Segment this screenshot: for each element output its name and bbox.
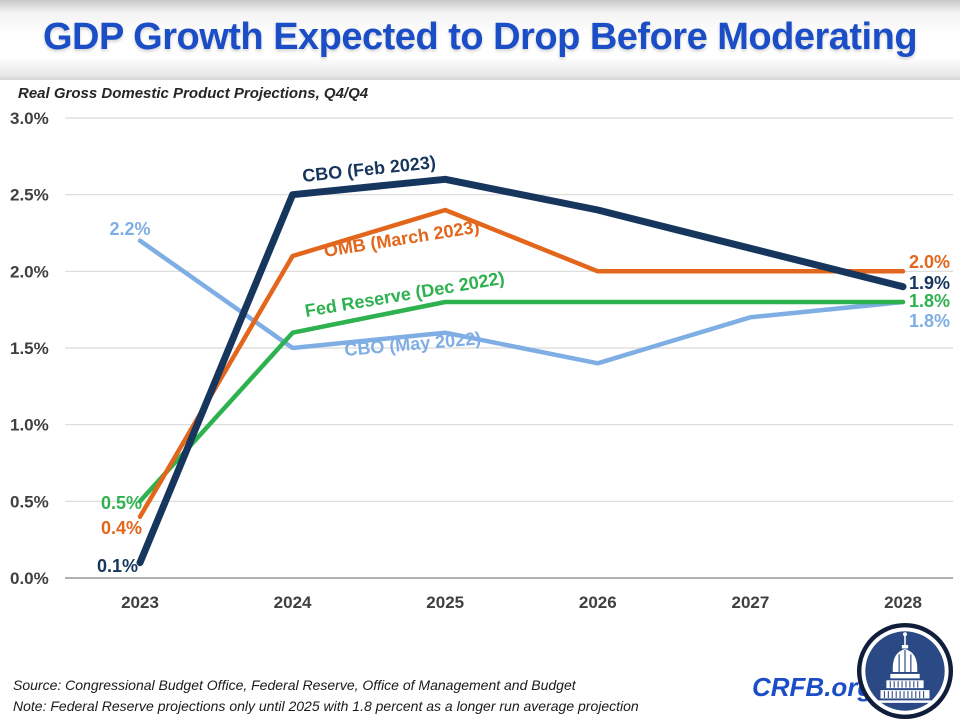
- y-axis-tick-label: 3.0%: [10, 109, 49, 128]
- page-title: GDP Growth Expected to Drop Before Moder…: [42, 16, 918, 58]
- x-axis-tick-label: 2028: [884, 593, 922, 612]
- x-axis-tick-label: 2027: [731, 593, 769, 612]
- x-axis-tick-label: 2024: [274, 593, 312, 612]
- start-value-label: 0.5%: [101, 493, 142, 513]
- y-axis-tick-label: 0.5%: [10, 492, 49, 511]
- end-value-label: 1.9%: [909, 273, 950, 293]
- series-label: Fed Reserve (Dec 2022): [303, 268, 506, 321]
- footer: Source: Congressional Budget Office, Fed…: [13, 675, 639, 717]
- y-axis-tick-label: 2.5%: [10, 186, 49, 205]
- series-line: [137, 238, 906, 366]
- start-value-label: 2.2%: [109, 219, 150, 239]
- source-text: Source: Congressional Budget Office, Fed…: [13, 677, 576, 693]
- end-value-label: 1.8%: [909, 291, 950, 311]
- end-value-label: 1.8%: [909, 311, 950, 331]
- y-axis-tick-label: 1.0%: [10, 416, 49, 435]
- header-band: GDP Growth Expected to Drop Before Moder…: [0, 0, 960, 80]
- y-axis-tick-label: 0.0%: [10, 569, 49, 588]
- x-axis-tick-label: 2025: [426, 593, 464, 612]
- series-line: [137, 207, 906, 519]
- y-axis-tick-label: 2.0%: [10, 262, 49, 281]
- series-label: CBO (May 2022): [344, 328, 482, 360]
- crfb-brand-text: CRFB.org: [752, 672, 874, 702]
- series-line: [137, 299, 906, 504]
- capitol-icon: [878, 632, 932, 703]
- x-axis-tick-label: 2023: [121, 593, 159, 612]
- crfb-capitol-logo-icon: [856, 622, 954, 720]
- end-value-label: 2.0%: [909, 252, 950, 272]
- start-value-label: 0.1%: [97, 556, 138, 576]
- note-text: Note: Federal Reserve projections only u…: [13, 698, 639, 714]
- start-value-label: 0.4%: [101, 518, 142, 538]
- series-line: [136, 175, 907, 567]
- x-axis-tick-label: 2026: [579, 593, 617, 612]
- chart-subtitle: Real Gross Domestic Product Projections,…: [18, 85, 369, 102]
- y-axis-tick-label: 1.5%: [10, 339, 49, 358]
